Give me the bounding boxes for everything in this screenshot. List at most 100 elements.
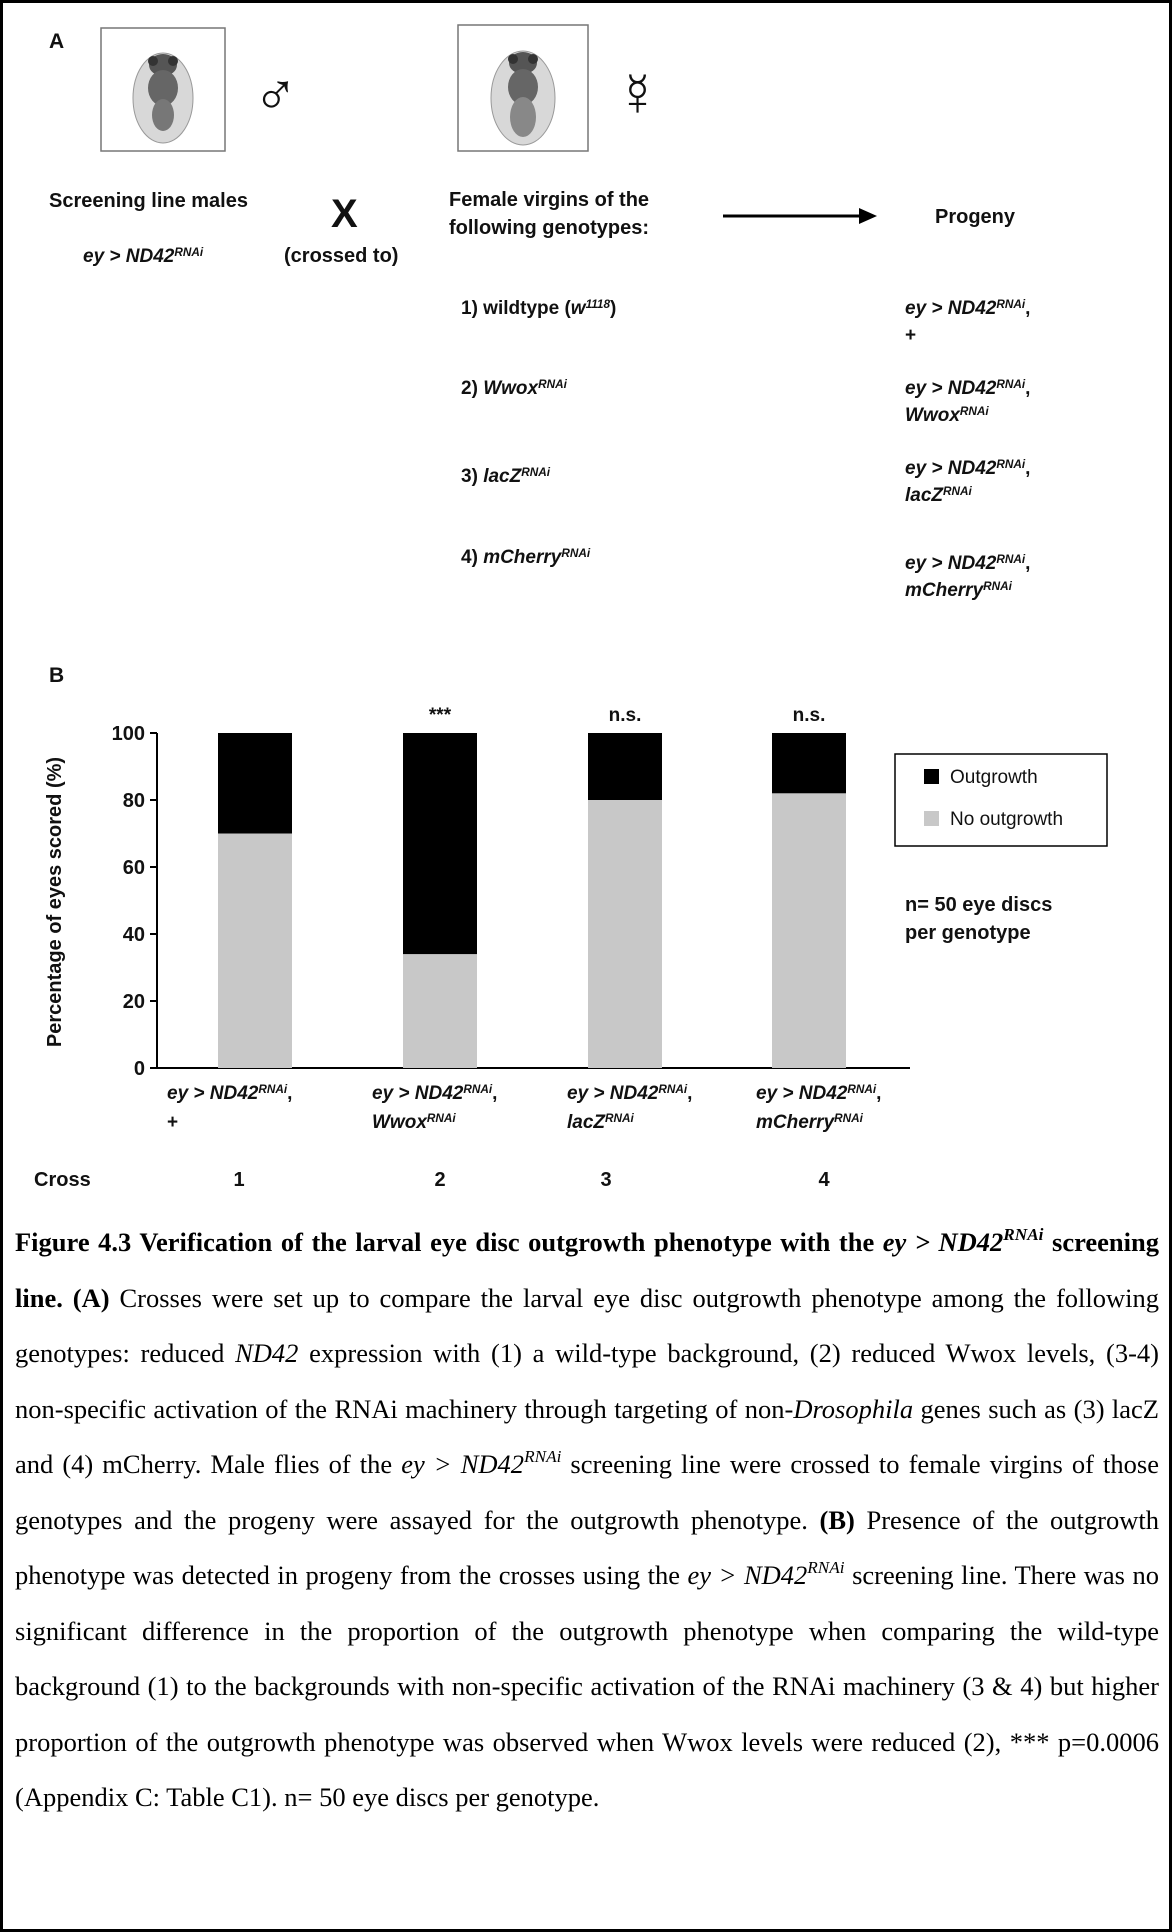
- text-run: 2): [461, 378, 483, 399]
- caption-run: ey > ND42: [401, 1449, 525, 1479]
- caption-run: ND42: [235, 1338, 299, 1368]
- male-symbol: ♂: [253, 61, 298, 128]
- sample-note: per genotype: [905, 922, 1031, 944]
- text-run: ey > ND42: [905, 298, 997, 319]
- significance-label: n.s.: [609, 705, 642, 726]
- text-run: RNAi: [996, 553, 1025, 566]
- progeny-genotype: lacZRNAi: [905, 485, 973, 507]
- caption-run: RNAi: [524, 1446, 562, 1466]
- text-run: ,: [1025, 458, 1030, 479]
- figure-caption: Figure 4.3 Verification of the larval ey…: [15, 1215, 1159, 1826]
- female-genotype: 1) wildtype (w1118): [461, 298, 616, 320]
- text-run: ): [610, 298, 616, 319]
- progeny-genotype: mCherryRNAi: [905, 580, 1013, 602]
- text-run: ey > ND42: [83, 246, 175, 267]
- progeny-title: Progeny: [935, 206, 1016, 228]
- text-run: ey > ND42: [167, 1083, 259, 1104]
- cross-number: 4: [818, 1169, 830, 1191]
- text-run: RNAi: [943, 485, 972, 498]
- y-tick-label: 20: [123, 991, 145, 1013]
- progeny-genotype: ey > ND42RNAi,: [905, 458, 1030, 480]
- male-fly-picture: [100, 27, 226, 152]
- bar-segment: [588, 733, 662, 800]
- text-run: RNAi: [834, 1112, 863, 1125]
- bar-segment: [772, 733, 846, 794]
- x-tick-label: lacZRNAi: [567, 1112, 635, 1134]
- x-tick-label: ey > ND42RNAi,: [567, 1083, 692, 1105]
- panel-label: B: [49, 664, 64, 687]
- caption-run: Drosophila: [793, 1393, 914, 1424]
- progeny-genotype: ey > ND42RNAi,: [905, 553, 1030, 575]
- bar-segment: [588, 800, 662, 1068]
- female-fly-picture: [457, 24, 589, 152]
- crossed-to: (crossed to): [284, 245, 398, 267]
- female-genotype: 4) mCherryRNAi: [461, 547, 591, 569]
- text-run: RNAi: [561, 547, 590, 560]
- text-run: +: [167, 1112, 178, 1133]
- text-run: ey > ND42: [756, 1083, 848, 1104]
- x-tick-label: WwoxRNAi: [372, 1112, 456, 1134]
- significance-label: ***: [429, 705, 452, 726]
- caption-run: RNAi: [807, 1557, 845, 1577]
- text-run: ,: [876, 1083, 881, 1104]
- progeny-genotype: +: [905, 325, 916, 346]
- caption-run: expression with (1) a wild-type backgrou…: [15, 1338, 1159, 1424]
- caption-run: Crosses were set up to compare the larva…: [15, 1282, 1159, 1369]
- text-run: 4): [461, 547, 483, 568]
- figure: A ♂ ☿ Screening line males X (crossed to…: [34, 24, 1108, 1191]
- text-run: ,: [492, 1083, 497, 1104]
- bar-segment: [218, 733, 292, 834]
- male-title: Screening line males: [49, 190, 248, 212]
- y-tick-label: 0: [134, 1058, 145, 1080]
- legend-swatch: [924, 769, 939, 784]
- caption-run: ey > ND42: [882, 1227, 1004, 1257]
- text-run: mCherry: [905, 580, 985, 601]
- legend-label: No outgrowth: [950, 809, 1063, 830]
- text-run: RNAi: [996, 378, 1025, 391]
- progeny-genotype: ey > ND42RNAi,: [905, 378, 1030, 400]
- text-run: RNAi: [658, 1083, 687, 1096]
- text-run: RNAi: [174, 246, 203, 259]
- text-run: Wwox: [905, 405, 961, 426]
- text-run: +: [905, 325, 916, 346]
- female-title: following genotypes:: [449, 217, 649, 239]
- caption-run: genes such as (3) lacZ and (4) mCherry. …: [15, 1393, 1159, 1480]
- text-run: ,: [1025, 553, 1030, 574]
- female-genotype: 3) lacZRNAi: [461, 466, 551, 488]
- text-run: Wwox: [372, 1112, 428, 1133]
- text-run: RNAi: [996, 458, 1025, 471]
- text-run: RNAi: [463, 1083, 492, 1096]
- legend-box: [894, 753, 1108, 847]
- x-tick-label: +: [167, 1112, 178, 1133]
- text-run: RNAi: [427, 1112, 456, 1125]
- female-symbol: ☿: [615, 61, 660, 128]
- text-run: RNAi: [538, 378, 567, 391]
- female-genotype: 2) WwoxRNAi: [461, 378, 568, 400]
- text-run: 1118: [586, 298, 611, 311]
- text-run: RNAi: [521, 466, 550, 479]
- text-run: ,: [1025, 378, 1030, 399]
- cross-number: 1: [233, 1169, 244, 1191]
- bar-segment: [218, 833, 292, 1068]
- text-run: RNAi: [983, 580, 1012, 593]
- text-run: Wwox: [483, 378, 539, 399]
- y-tick-label: 80: [123, 790, 145, 812]
- caption-run: screening line. (A): [15, 1227, 1159, 1313]
- y-tick-label: 100: [112, 723, 145, 745]
- cross-symbol: X: [331, 192, 358, 236]
- cross-label: Cross: [34, 1169, 91, 1191]
- caption-run: Presence of the outgrowth phenotype was …: [15, 1504, 1159, 1591]
- text-run: lacZ: [483, 466, 522, 487]
- x-tick-label: ey > ND42RNAi,: [372, 1083, 497, 1105]
- caption-run: Figure 4.3 Verification of the larval ey…: [15, 1227, 883, 1257]
- cross-arrow: [723, 208, 877, 224]
- text-run: 1) wildtype (: [461, 298, 571, 319]
- x-tick-label: ey > ND42RNAi,: [167, 1083, 292, 1105]
- text-run: mCherry: [756, 1112, 836, 1133]
- progeny-genotype: WwoxRNAi: [905, 405, 989, 427]
- panel-label: A: [49, 30, 64, 53]
- text-run: RNAi: [605, 1112, 634, 1125]
- text-run: ,: [687, 1083, 692, 1104]
- text-run: w: [571, 298, 587, 319]
